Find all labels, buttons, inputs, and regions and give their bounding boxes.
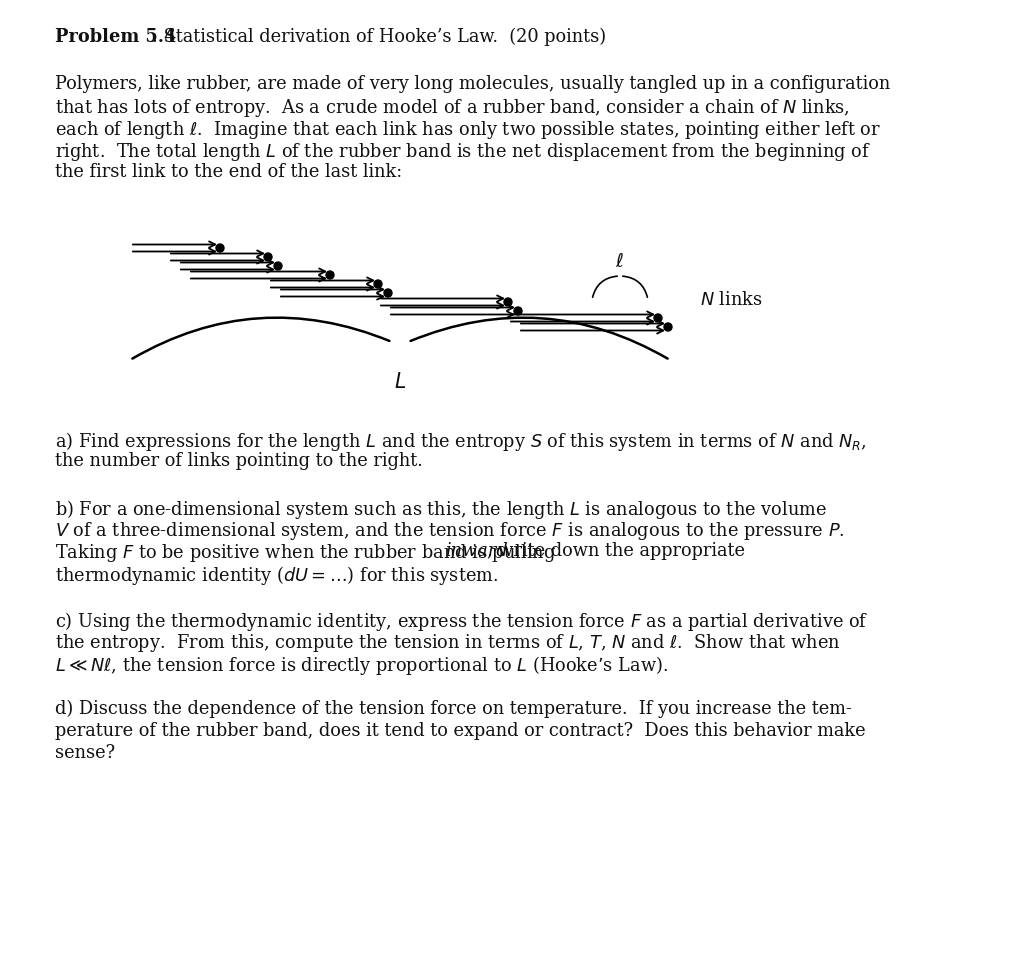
Text: the entropy.  From this, compute the tension in terms of $L$, $T$, $N$ and $\ell: the entropy. From this, compute the tens… <box>55 632 841 654</box>
Text: perature of the rubber band, does it tend to expand or contract?  Does this beha: perature of the rubber band, does it ten… <box>55 722 865 740</box>
Circle shape <box>504 298 512 306</box>
Text: $V$ of a three-dimensional system, and the tension force $F$ is analogous to the: $V$ of a three-dimensional system, and t… <box>55 520 845 542</box>
Text: that has lots of entropy.  As a crude model of a rubber band, consider a chain o: that has lots of entropy. As a crude mod… <box>55 97 850 119</box>
Text: Problem 5.4: Problem 5.4 <box>55 28 176 46</box>
Text: the number of links pointing to the right.: the number of links pointing to the righ… <box>55 452 423 470</box>
Text: $N$ links: $N$ links <box>700 291 763 309</box>
Text: a) Find expressions for the length $L$ and the entropy $S$ of this system in ter: a) Find expressions for the length $L$ a… <box>55 430 866 453</box>
Text: Polymers, like rubber, are made of very long molecules, usually tangled up in a : Polymers, like rubber, are made of very … <box>55 75 890 93</box>
Circle shape <box>384 289 392 297</box>
Text: c) Using the thermodynamic identity, express the tension force $F$ as a partial : c) Using the thermodynamic identity, exp… <box>55 610 868 633</box>
Circle shape <box>654 314 662 322</box>
Circle shape <box>326 271 334 279</box>
Text: sense?: sense? <box>55 744 115 762</box>
Circle shape <box>514 307 522 315</box>
Circle shape <box>664 323 672 331</box>
Text: right.  The total length $L$ of the rubber band is the net displacement from the: right. The total length $L$ of the rubbe… <box>55 141 871 163</box>
Text: b) For a one-dimensional system such as this, the length $L$ is analogous to the: b) For a one-dimensional system such as … <box>55 498 826 521</box>
Circle shape <box>374 280 382 288</box>
Text: the first link to the end of the last link:: the first link to the end of the last li… <box>55 163 402 181</box>
Text: d) Discuss the dependence of the tension force on temperature.  If you increase : d) Discuss the dependence of the tension… <box>55 700 852 718</box>
Text: , write down the appropriate: , write down the appropriate <box>487 542 745 560</box>
Circle shape <box>264 253 272 261</box>
Text: $\ell$: $\ell$ <box>615 252 625 271</box>
Circle shape <box>274 262 282 270</box>
Circle shape <box>216 244 224 252</box>
Text: inward: inward <box>445 542 508 560</box>
Text: : Statistical derivation of Hooke’s Law.  (20 points): : Statistical derivation of Hooke’s Law.… <box>152 28 606 46</box>
Text: thermodynamic identity ($dU = \ldots$) for this system.: thermodynamic identity ($dU = \ldots$) f… <box>55 564 499 587</box>
Text: each of length $\ell$.  Imagine that each link has only two possible states, poi: each of length $\ell$. Imagine that each… <box>55 119 881 141</box>
Text: Taking $F$ to be positive when the rubber band is pulling: Taking $F$ to be positive when the rubbe… <box>55 542 557 564</box>
Text: $L$: $L$ <box>394 372 407 392</box>
Text: $L \ll N\ell$, the tension force is directly proportional to $L$ (Hooke’s Law).: $L \ll N\ell$, the tension force is dire… <box>55 654 668 677</box>
